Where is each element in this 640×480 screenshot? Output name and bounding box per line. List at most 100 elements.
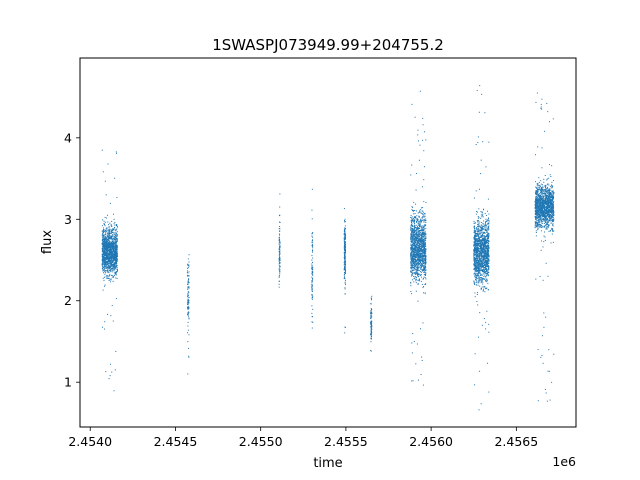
data-point — [423, 286, 425, 288]
data-point — [419, 239, 421, 241]
data-point — [473, 244, 475, 246]
data-point — [418, 259, 420, 261]
data-point — [411, 264, 413, 266]
data-point — [479, 229, 481, 231]
data-point — [416, 255, 418, 257]
data-point — [109, 253, 111, 255]
data-point — [107, 263, 109, 265]
data-point — [423, 235, 425, 237]
data-point — [107, 255, 109, 257]
data-point — [311, 272, 313, 274]
data-point — [110, 268, 112, 270]
data-point — [344, 234, 346, 236]
data-point — [411, 269, 413, 271]
data-point — [109, 251, 111, 253]
data-point — [371, 323, 373, 325]
data-point — [476, 263, 478, 265]
data-point — [104, 180, 106, 182]
data-point — [109, 202, 111, 204]
data-point — [485, 224, 487, 226]
data-point — [416, 256, 418, 258]
data-point — [477, 253, 479, 255]
data-point — [476, 250, 478, 252]
data-point — [475, 252, 477, 254]
data-point — [477, 282, 479, 284]
data-point — [480, 273, 482, 275]
data-point — [370, 303, 372, 305]
data-point — [188, 308, 190, 310]
data-point — [420, 212, 422, 214]
data-point — [473, 253, 475, 255]
data-point — [112, 254, 114, 256]
data-point — [110, 256, 112, 258]
data-point — [479, 230, 481, 232]
data-point — [103, 243, 105, 245]
data-point — [103, 243, 105, 245]
data-point — [101, 255, 103, 257]
data-point — [410, 225, 412, 227]
data-point — [417, 226, 419, 228]
data-point — [483, 260, 485, 262]
data-point — [112, 255, 114, 257]
data-point — [475, 264, 477, 266]
data-point — [424, 213, 426, 215]
data-point — [479, 312, 481, 314]
data-point — [104, 276, 106, 278]
data-point — [344, 235, 346, 237]
data-point — [311, 244, 313, 246]
data-point — [484, 267, 486, 269]
data-point — [422, 226, 424, 228]
data-point — [311, 263, 313, 265]
data-point — [113, 263, 115, 265]
data-point — [412, 229, 414, 231]
data-point — [102, 272, 104, 274]
data-point — [551, 186, 553, 188]
data-point — [424, 255, 426, 257]
data-point — [106, 243, 108, 245]
data-point — [412, 250, 414, 252]
data-point — [186, 332, 188, 334]
data-point — [424, 275, 426, 277]
data-point — [484, 224, 486, 226]
data-point — [422, 248, 424, 250]
data-point — [413, 259, 415, 261]
data-point — [279, 215, 281, 217]
data-point — [111, 268, 113, 270]
data-point — [115, 245, 117, 247]
data-point — [419, 250, 421, 252]
data-point — [107, 241, 109, 243]
data-point — [487, 268, 489, 270]
data-point — [484, 241, 486, 243]
data-point — [422, 246, 424, 248]
data-point — [279, 265, 281, 267]
data-point — [418, 211, 420, 213]
data-point — [109, 261, 111, 263]
data-point — [414, 240, 416, 242]
data-point — [279, 240, 281, 242]
data-point — [108, 277, 110, 279]
data-point — [344, 225, 346, 227]
data-point — [114, 236, 116, 238]
data-point — [478, 267, 480, 269]
data-point — [481, 249, 483, 251]
data-point — [187, 347, 189, 349]
data-point — [103, 229, 105, 231]
data-point — [188, 307, 190, 309]
data-point — [488, 246, 490, 248]
data-point — [422, 219, 424, 221]
data-point — [116, 260, 118, 262]
data-point — [484, 252, 486, 254]
data-point — [103, 246, 105, 248]
data-point — [488, 268, 490, 270]
data-point — [415, 233, 417, 235]
data-point — [416, 221, 418, 223]
data-point — [344, 258, 346, 260]
data-point — [414, 219, 416, 221]
data-point — [188, 286, 190, 288]
data-point — [413, 255, 415, 257]
data-point — [479, 245, 481, 247]
data-point — [107, 214, 109, 216]
data-point — [279, 247, 281, 249]
data-point — [413, 210, 415, 212]
data-point — [109, 254, 111, 256]
